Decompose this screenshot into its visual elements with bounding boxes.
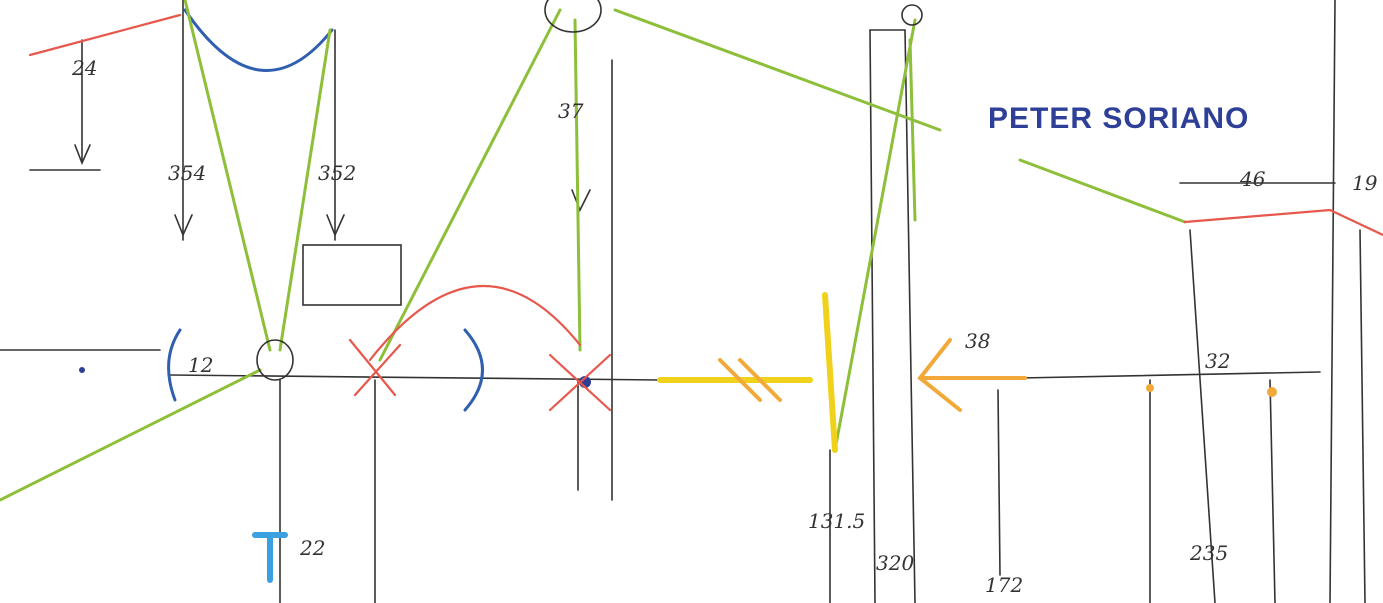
annotation: 22	[299, 536, 325, 560]
annotation: 24	[71, 56, 97, 80]
annotation: 12	[188, 353, 213, 377]
annotation: 235	[1189, 541, 1228, 565]
annotation: 46	[1239, 167, 1266, 191]
annotation: 172	[985, 573, 1023, 597]
annotation: 19	[1352, 171, 1378, 195]
annotation: 352	[318, 161, 356, 185]
title: PETER SORIANO	[988, 102, 1249, 135]
annotation: 354	[168, 161, 206, 185]
annotation: 38	[965, 329, 990, 353]
annotation: 37	[558, 99, 584, 123]
annotations: 354 352 37 131.5 320 172 235 38 46 32 22 12 19 24	[71, 56, 1378, 597]
annotation: 131.5	[808, 509, 865, 533]
annotation: 32	[1205, 349, 1230, 373]
annotation: 320	[876, 551, 914, 575]
